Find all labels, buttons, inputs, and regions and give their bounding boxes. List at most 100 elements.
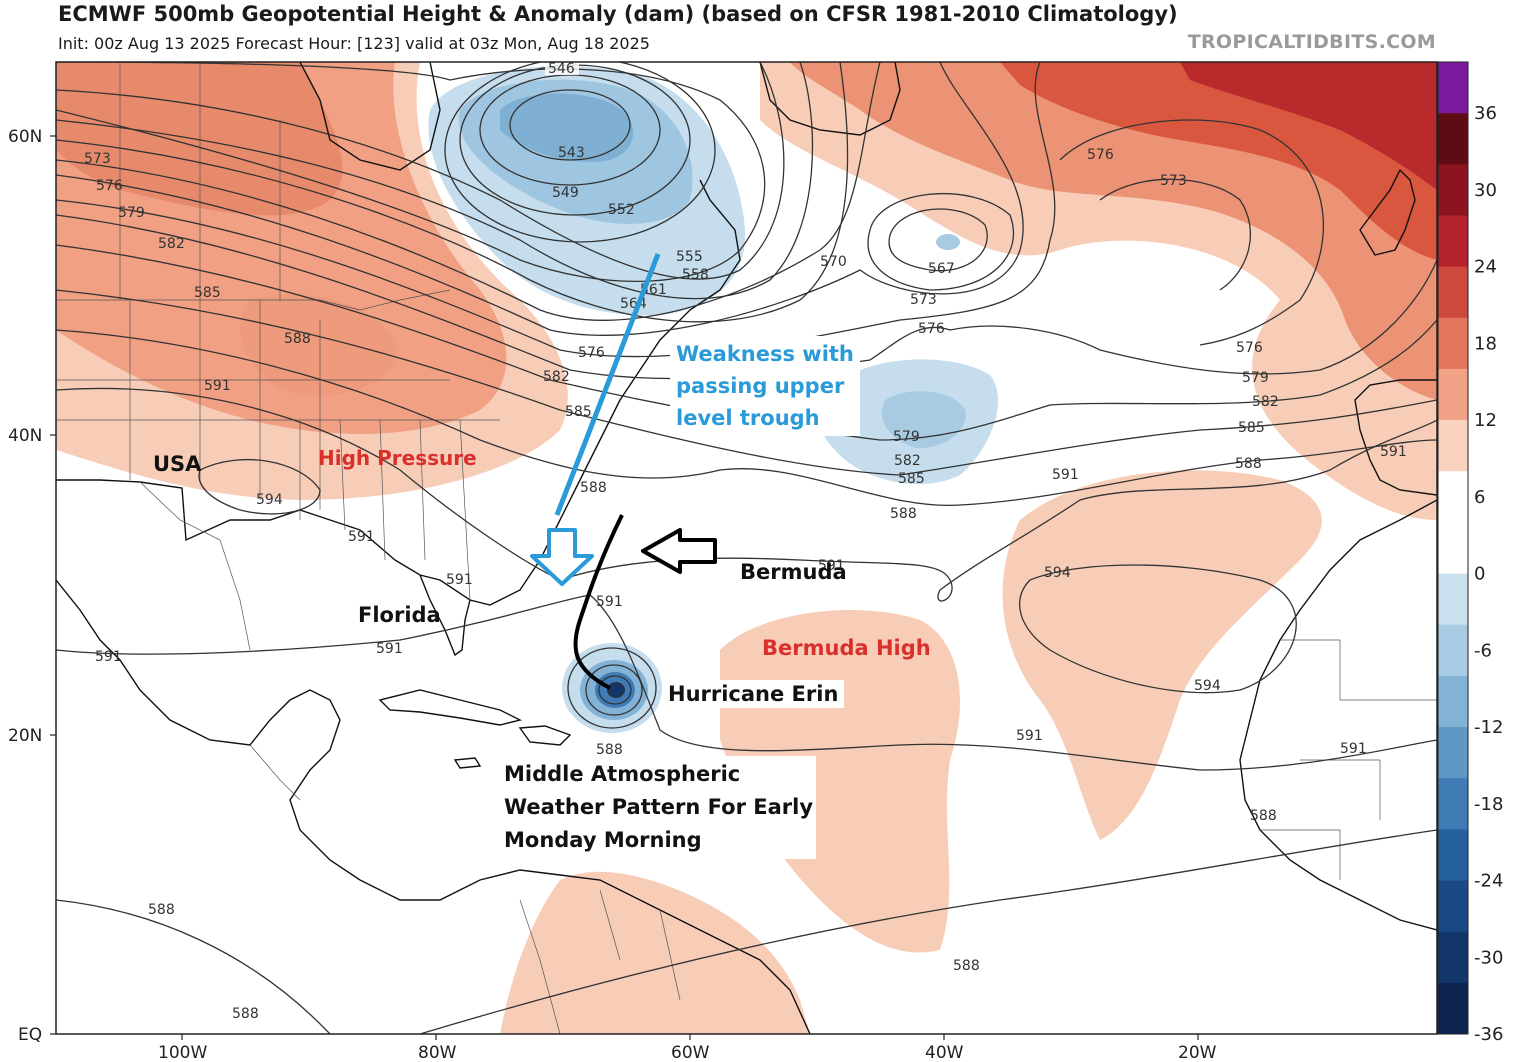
colorbar-swatch: [1438, 420, 1468, 472]
contour-label-573-c: 573: [1160, 173, 1187, 189]
lon-label-40w: 40W: [925, 1043, 964, 1062]
colorbar-swatch: [1438, 164, 1468, 216]
colorbar-swatch: [1438, 522, 1468, 575]
contour-591-south: [56, 594, 1437, 771]
label-pattern-line-2: Weather Pattern For Early: [504, 795, 814, 819]
map-subtitle: Init: 00z Aug 13 2025 Forecast Hour: [12…: [58, 34, 650, 53]
contour-label-558: 558: [682, 267, 709, 283]
colorbar-swatch: [1438, 982, 1468, 1035]
label-pattern-line-1: Middle Atmospheric: [504, 762, 741, 786]
contour-label-582-b: 582: [543, 369, 570, 385]
anomaly-positive-north-america-core: [56, 62, 343, 216]
coastline-north-america: [56, 179, 741, 606]
lon-label-100w: 100W: [158, 1043, 207, 1062]
border-usa-canada: [56, 289, 451, 311]
colorbar-swatch: [1438, 931, 1468, 984]
contour-label-585-a: 585: [194, 285, 221, 301]
contour-label-576-b: 576: [918, 321, 945, 337]
label-weakness-line-1: Weakness with: [676, 342, 854, 366]
contour-579: [56, 214, 1437, 380]
contour-label-546: 546: [548, 61, 575, 77]
colorbar-tick-label: -12: [1474, 717, 1503, 738]
anomaly-positive-south-america: [500, 871, 810, 1034]
border-south-america: [519, 889, 681, 1034]
coastline-layer: [56, 62, 1437, 1034]
contour-561: [56, 62, 814, 300]
contour-hurricane-1: [567, 647, 657, 729]
contour-label-585-c: 585: [898, 471, 925, 487]
anomaly-fill-layer: [56, 62, 1437, 1034]
anomaly-colorbar: 36 30 24 18 12 6 0 -6 -12 -18 -24 -30 -36: [1437, 61, 1503, 1045]
colorbar-tick-label: -6: [1474, 640, 1492, 661]
contour-label-layer: 546 543 549 552 555 558 561 564 567 570 …: [84, 60, 1407, 1022]
anomaly-negative-small-low: [936, 234, 960, 250]
colorbar-tick-label: 0: [1474, 564, 1485, 585]
label-usa: USA: [153, 452, 202, 476]
contour-label-543: 543: [558, 145, 585, 161]
brand-watermark: TROPICALTIDBITS.COM: [1187, 31, 1436, 53]
contour-588: [56, 329, 1437, 506]
contour-label-582-c: 582: [894, 453, 921, 469]
label-hurricane-erin: Hurricane Erin: [662, 680, 845, 708]
map-frame: [55, 61, 1438, 1035]
contour-564: [56, 62, 849, 323]
contour-567-loop: [888, 208, 988, 272]
contour-label-567: 567: [928, 261, 955, 277]
graticule-ticks: [50, 135, 1199, 1040]
colorbar-tick-label: -24: [1474, 871, 1503, 892]
hurricane-track-line: [573, 514, 624, 690]
colorbar-frame: [1437, 61, 1469, 1035]
contour-573-east: [1099, 178, 1252, 291]
colorbar-tick-label: 36: [1474, 103, 1497, 124]
colorbar-swatch: [1438, 829, 1468, 882]
coastline-hispaniola: [518, 725, 572, 746]
anomaly-positive-great-lakes: [240, 294, 397, 396]
label-weakness-line-3: level trough: [676, 406, 820, 430]
contour-hurricane-4: [607, 682, 625, 698]
contour-label-579-c: 579: [1242, 370, 1269, 386]
colorbar-swatch: [1438, 624, 1468, 677]
contour-label-594-c: 594: [1194, 678, 1221, 694]
contour-591-north: [56, 387, 1437, 602]
coastline-florida: [419, 574, 471, 657]
contour-hurricane-3: [598, 675, 632, 705]
colorbar-swatch: [1438, 880, 1468, 933]
anomaly-positive-north-atlantic-core: [1180, 62, 1437, 190]
map-title: ECMWF 500mb Geopotential Height & Anomal…: [58, 2, 1178, 26]
lat-label-eq: EQ: [18, 1025, 42, 1045]
contour-label-555: 555: [676, 249, 703, 265]
contour-label-591-c: 591: [446, 572, 473, 588]
contour-label-591-a: 591: [204, 378, 231, 394]
contour-label-591-e: 591: [376, 641, 403, 657]
border-central-america: [249, 744, 301, 801]
contour-576-east: [1059, 119, 1325, 346]
contour-label-591-h: 591: [1052, 467, 1079, 483]
coastline-africa: [1239, 499, 1437, 931]
label-high-pressure: High Pressure: [318, 446, 477, 470]
contour-552: [444, 62, 716, 243]
lon-label-80w: 80W: [418, 1043, 457, 1062]
coastline-uk: [1359, 168, 1416, 256]
contour-label-573-a: 573: [84, 151, 111, 167]
colorbar-swatch: [1438, 778, 1468, 830]
contour-label-582-d: 582: [1252, 394, 1279, 410]
anomaly-positive-subtropical-east: [1002, 470, 1322, 840]
contour-label-594-a: 594: [256, 492, 283, 508]
colorbar-tick-label: 18: [1474, 333, 1497, 354]
contour-label-576-a: 576: [96, 178, 123, 194]
contour-555: [56, 62, 766, 282]
label-bermuda-high: Bermuda High: [762, 636, 931, 660]
contour-label-585-d: 585: [1238, 420, 1265, 436]
colorbar-tick-label: -18: [1474, 794, 1503, 815]
colorbar-tick-label: 24: [1474, 257, 1497, 278]
coastline-greenland: [759, 62, 901, 136]
colorbar-tick-label: 6: [1474, 487, 1485, 508]
colorbar-tick-label: 30: [1474, 180, 1497, 201]
contour-label-576-e: 576: [578, 345, 605, 361]
contour-label-591-i: 591: [1016, 728, 1043, 744]
colorbar-swatch: [1438, 113, 1468, 165]
contour-label-579-a: 579: [118, 205, 145, 221]
contour-label-576-c: 576: [1087, 147, 1114, 163]
contour-585: [56, 289, 1437, 476]
contour-hurricane-2: [585, 664, 643, 716]
